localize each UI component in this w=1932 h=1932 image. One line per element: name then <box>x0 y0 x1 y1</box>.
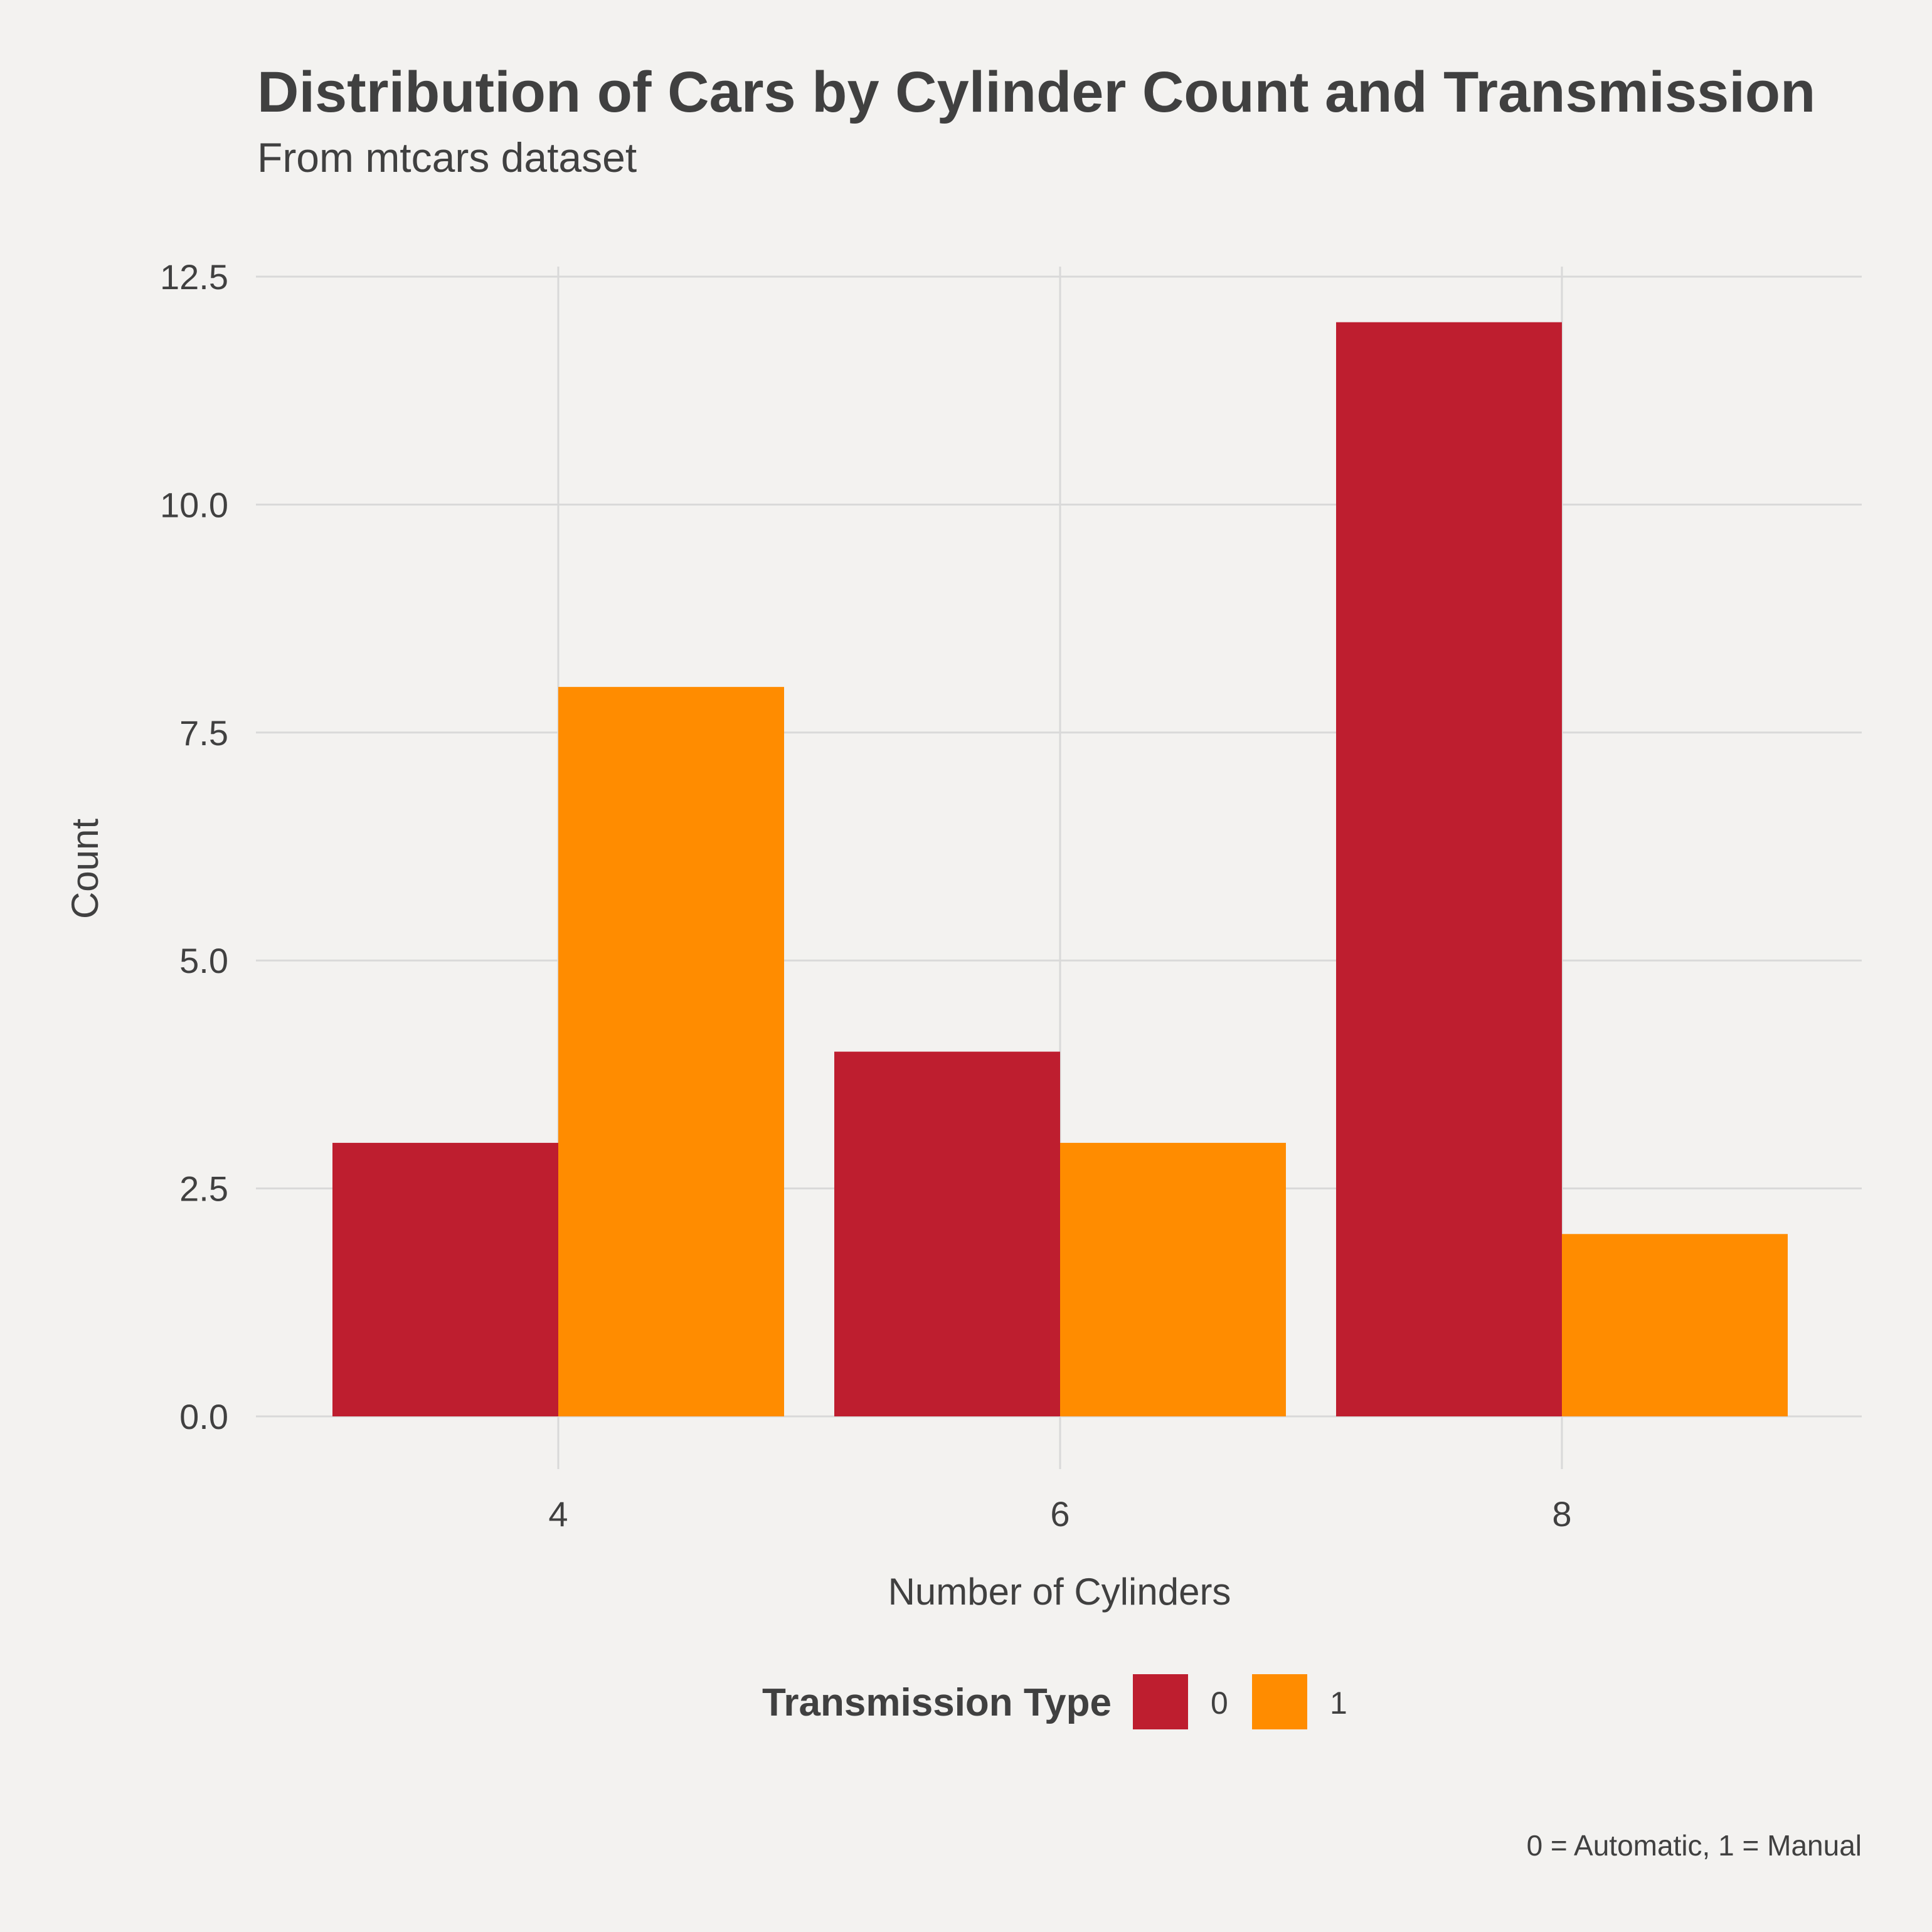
x-tick-label: 6 <box>1050 1494 1070 1534</box>
y-tick-label: 2.5 <box>179 1169 228 1209</box>
bar <box>558 687 784 1416</box>
x-axis-title: Number of Cylinders <box>888 1571 1231 1613</box>
bar <box>1060 1142 1286 1416</box>
legend-label: 0 <box>1211 1685 1228 1721</box>
chart-title: Distribution of Cars by Cylinder Count a… <box>257 60 1815 124</box>
x-tick-label: 4 <box>548 1494 568 1534</box>
legend-label: 1 <box>1330 1685 1347 1721</box>
bar <box>1336 322 1562 1417</box>
y-axis-title: Count <box>64 819 106 919</box>
chart-subtitle: From mtcars dataset <box>257 134 637 181</box>
bar <box>834 1051 1060 1416</box>
chart-caption: 0 = Automatic, 1 = Manual <box>1527 1829 1862 1862</box>
legend-title: Transmission Type <box>762 1681 1112 1724</box>
y-tick-label: 0.0 <box>179 1397 228 1436</box>
x-tick-label: 8 <box>1552 1494 1571 1534</box>
legend-swatch <box>1133 1674 1188 1729</box>
legend: Transmission Type 0 1 <box>762 1674 1347 1729</box>
bars <box>332 322 1788 1417</box>
y-tick-label: 5.0 <box>179 941 228 980</box>
bar <box>332 1142 558 1416</box>
y-tick-label: 12.5 <box>160 257 228 297</box>
y-tick-label: 10.0 <box>160 485 228 524</box>
bar <box>1562 1234 1788 1416</box>
axis-labels: 0.0 2.5 5.0 7.5 10.0 12.5 4 6 8 <box>160 257 1572 1534</box>
y-tick-label: 7.5 <box>179 713 228 753</box>
legend-swatch <box>1252 1674 1307 1729</box>
